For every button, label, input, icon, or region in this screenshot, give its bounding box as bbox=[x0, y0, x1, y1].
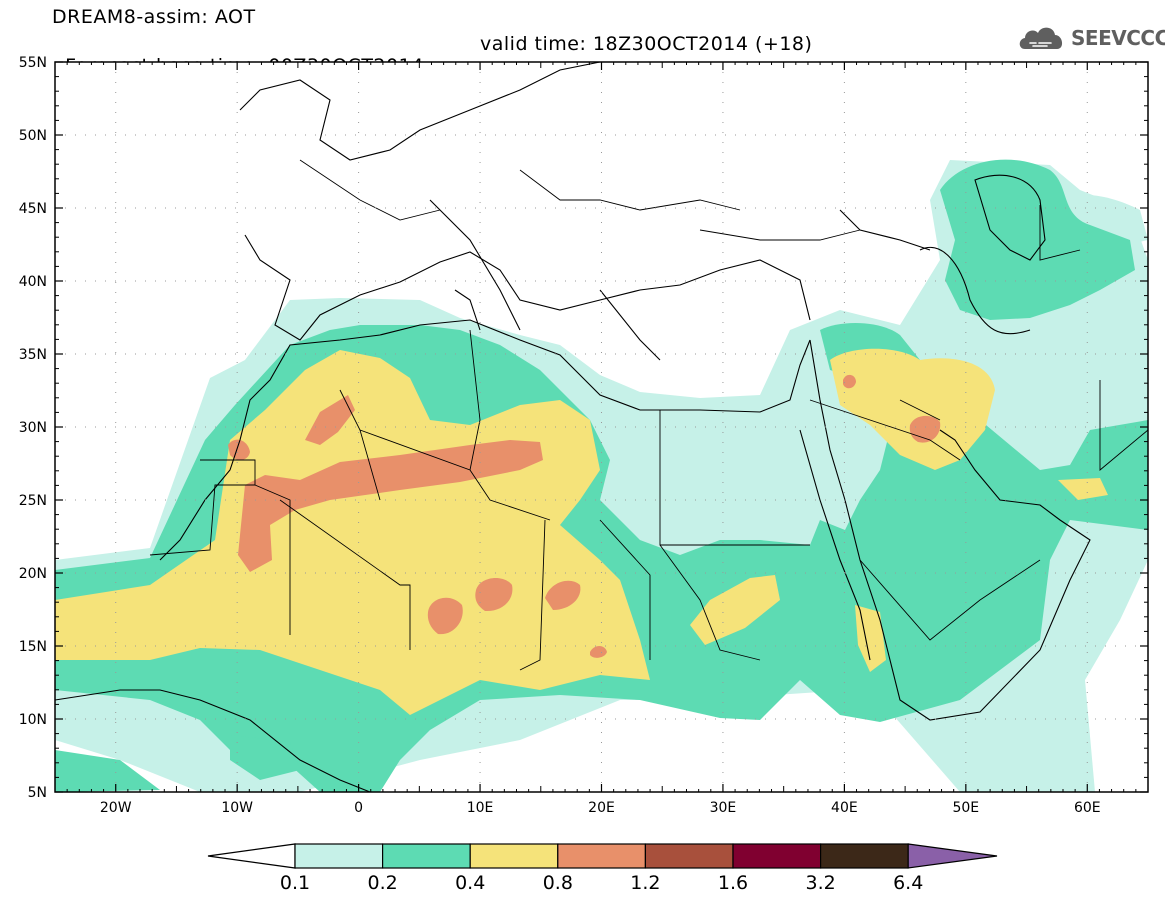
colorbar-swatch bbox=[557, 843, 646, 869]
lon-label: 10W bbox=[221, 800, 253, 816]
lat-label: 45N bbox=[19, 201, 47, 217]
lon-label: 30E bbox=[710, 800, 737, 816]
longitude-labels: 20W 10W 0 10E 20E 30E 40E 50E 60E bbox=[100, 800, 1101, 816]
lat-label: 25N bbox=[19, 493, 47, 509]
latitude-labels: 55N 50N 45N 40N 35N 30N 25N 20N 15N 10N 5N bbox=[19, 55, 47, 801]
lat-label: 40N bbox=[19, 274, 47, 290]
lat-label: 5N bbox=[28, 785, 47, 801]
colorbar-level-label: 1.6 bbox=[718, 872, 748, 894]
country-borders bbox=[149, 159, 1148, 671]
colorbar-swatch bbox=[819, 843, 909, 869]
colorbar-swatch bbox=[382, 843, 471, 869]
aot-field bbox=[55, 62, 1148, 792]
seevccc-logo: SEEVCCC bbox=[1017, 22, 1165, 54]
lon-label: 40E bbox=[831, 800, 858, 816]
colorbar-level-label: 1.2 bbox=[630, 872, 660, 894]
colorbar-level-label: 0.2 bbox=[367, 872, 397, 894]
colorbar-level-label: 6.4 bbox=[893, 872, 923, 894]
colorbar-swatch bbox=[644, 843, 734, 869]
lat-label: 20N bbox=[19, 566, 47, 582]
logo-text: SEEVCCC bbox=[1071, 26, 1165, 50]
lat-label: 50N bbox=[19, 128, 47, 144]
colorbar-level-label: 0.8 bbox=[543, 872, 573, 894]
lat-label: 30N bbox=[19, 420, 47, 436]
colorbar-swatch bbox=[469, 843, 559, 869]
cloud-icon bbox=[1019, 27, 1063, 49]
lat-label: 55N bbox=[19, 55, 47, 71]
lon-label: 0 bbox=[354, 800, 363, 816]
lon-label: 10E bbox=[467, 800, 494, 816]
colorbar-arrow-low bbox=[207, 843, 296, 869]
colorbar-swatch bbox=[294, 843, 384, 869]
colorbar-level-label: 0.1 bbox=[280, 872, 310, 894]
lat-label: 15N bbox=[19, 639, 47, 655]
lon-label: 50E bbox=[952, 800, 979, 816]
colorbar-arrow-high bbox=[907, 843, 998, 869]
lon-label: 20W bbox=[100, 800, 132, 816]
aot-level-0-8 bbox=[228, 374, 941, 658]
lon-label: 20E bbox=[588, 800, 615, 816]
colorbar-level-label: 3.2 bbox=[805, 872, 835, 894]
lat-label: 35N bbox=[19, 347, 47, 363]
colorbar-level-label: 0.4 bbox=[455, 872, 485, 894]
valid-time-label: valid time: 18Z30OCT2014 (+18) bbox=[480, 33, 813, 55]
axis-ticks bbox=[54, 61, 1149, 793]
map-title: DREAM8-assim: AOT bbox=[52, 6, 256, 28]
lon-label: 60E bbox=[1074, 800, 1101, 816]
colorbar-labels: 0.1 0.2 0.4 0.8 1.2 1.6 3.2 6.4 bbox=[280, 872, 923, 894]
lat-label: 10N bbox=[19, 712, 47, 728]
graticule bbox=[55, 62, 1148, 792]
colorbar-swatch bbox=[732, 843, 822, 869]
colorbar bbox=[207, 843, 998, 869]
